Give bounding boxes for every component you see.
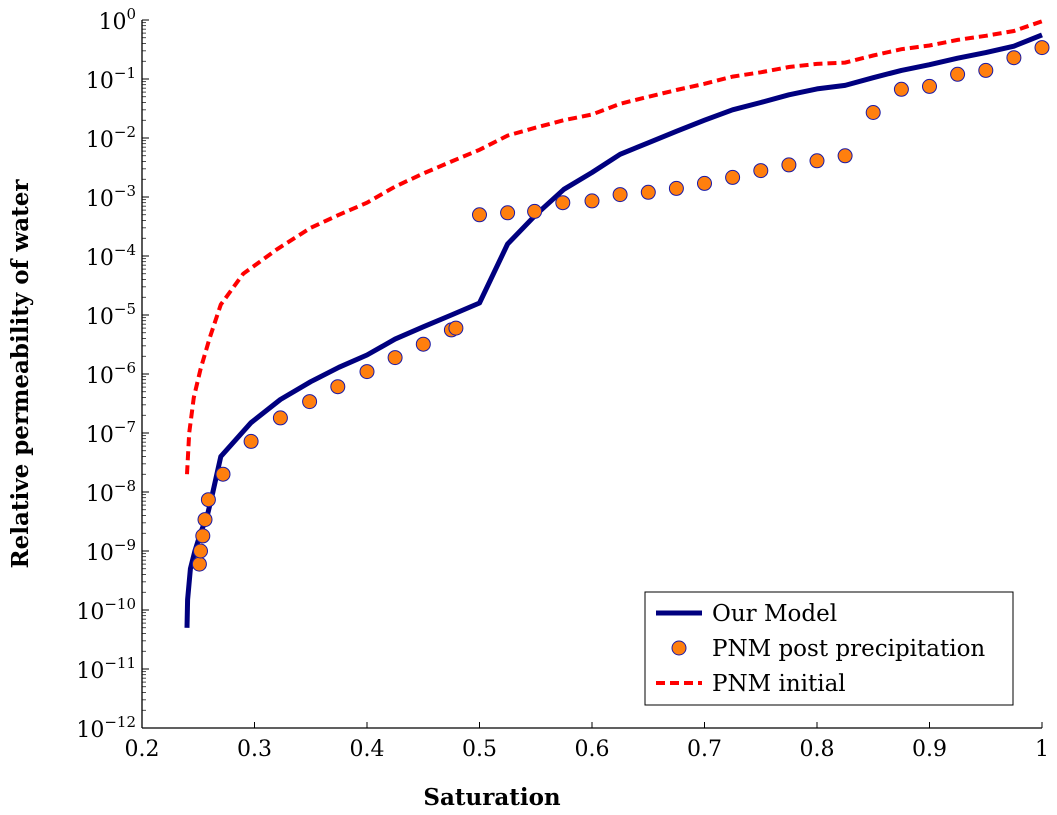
y-tick-label: 10−8 (86, 477, 136, 507)
y-tick-label: 10−9 (86, 536, 136, 566)
series-line-pnm-initial (185, 19, 1043, 475)
data-point-pnm-post (865, 105, 881, 120)
data-point-pnm-post (200, 492, 216, 508)
data-point-pnm-post (640, 184, 656, 200)
legend-swatch-pnm-post (671, 640, 687, 656)
data-point-pnm-post (272, 410, 288, 426)
data-point-pnm-post (922, 78, 937, 94)
plot-area (184, 19, 1050, 628)
data-point-pnm-post (197, 512, 213, 528)
data-point-pnm-post (215, 466, 231, 482)
y-tick-label: 10−7 (86, 418, 136, 448)
data-point-pnm-post (555, 195, 571, 211)
x-tick-label: 0.8 (800, 737, 835, 762)
data-point-pnm-post (448, 320, 464, 336)
y-axis-title: Relative permeability of water (7, 179, 34, 569)
x-tick-label: 0.5 (462, 737, 497, 762)
y-tick-label: 100 (98, 5, 136, 35)
x-tick-label: 1 (1035, 737, 1049, 762)
data-point-pnm-post (415, 336, 431, 352)
x-tick-label: 0.9 (912, 737, 947, 762)
data-point-pnm-post (193, 543, 208, 559)
data-point-pnm-post (387, 350, 403, 366)
data-point-pnm-post (1034, 40, 1050, 56)
x-tick-label: 0.4 (350, 737, 385, 762)
data-point-pnm-post (195, 528, 211, 544)
x-tick-label: 0.3 (237, 737, 272, 762)
data-point-pnm-post (950, 66, 966, 82)
data-point-pnm-post (697, 175, 712, 191)
data-point-pnm-post (584, 193, 600, 209)
legend-box (644, 591, 1014, 706)
data-point-pnm-post (359, 364, 375, 380)
data-point-pnm-post (612, 187, 628, 203)
data-point-pnm-post (893, 81, 909, 97)
x-tick-label: 0.6 (575, 737, 610, 762)
legend: Our Model PNM post precipitation PNM ini… (644, 591, 1014, 706)
legend-label-pnm-initial: PNM initial (712, 671, 846, 697)
data-point-pnm-post (753, 163, 769, 179)
data-point-pnm-post (472, 207, 487, 223)
data-point-pnm-post (809, 153, 825, 169)
data-point-pnm-post (1006, 50, 1022, 66)
data-point-pnm-post (330, 379, 346, 395)
y-tick-label: 10−1 (86, 64, 136, 94)
x-axis-title: Saturation (423, 784, 561, 811)
ticks (141, 19, 1043, 729)
x-tick-labels: 0.2 0.3 0.4 0.5 0.6 0.7 0.8 0.9 1 (125, 737, 1050, 762)
y-tick-label: 10−12 (76, 713, 136, 743)
y-tick-label: 10−5 (86, 300, 136, 330)
data-point-pnm-post (527, 203, 543, 219)
y-tick-label: 10−10 (76, 595, 136, 625)
data-point-pnm-post (781, 157, 797, 173)
data-point-pnm-post (978, 62, 994, 78)
data-point-pnm-post (725, 169, 741, 185)
legend-label-our-model: Our Model (712, 601, 837, 627)
data-point-pnm-post (837, 148, 853, 164)
data-point-pnm-post (243, 433, 259, 449)
series-line-our-model (184, 32, 1043, 628)
x-tick-label: 0.2 (125, 737, 160, 762)
y-tick-label: 10−6 (86, 359, 136, 389)
data-point-pnm-post (500, 205, 516, 221)
y-tick-label: 10−4 (86, 241, 136, 271)
data-point-pnm-post (191, 556, 207, 572)
y-tick-label: 10−3 (86, 182, 136, 212)
y-tick-labels: 100 10−1 10−2 10−3 10−4 10−5 10−6 10−7 10−8 10−9 1… (76, 5, 136, 743)
y-tick-label: 10−2 (86, 123, 136, 153)
data-point-pnm-post (302, 394, 318, 410)
y-tick-label: 10−11 (76, 654, 136, 684)
x-tick-label: 0.7 (687, 737, 722, 762)
legend-label-pnm-post: PNM post precipitation (712, 636, 985, 662)
data-point-pnm-post (668, 180, 684, 196)
